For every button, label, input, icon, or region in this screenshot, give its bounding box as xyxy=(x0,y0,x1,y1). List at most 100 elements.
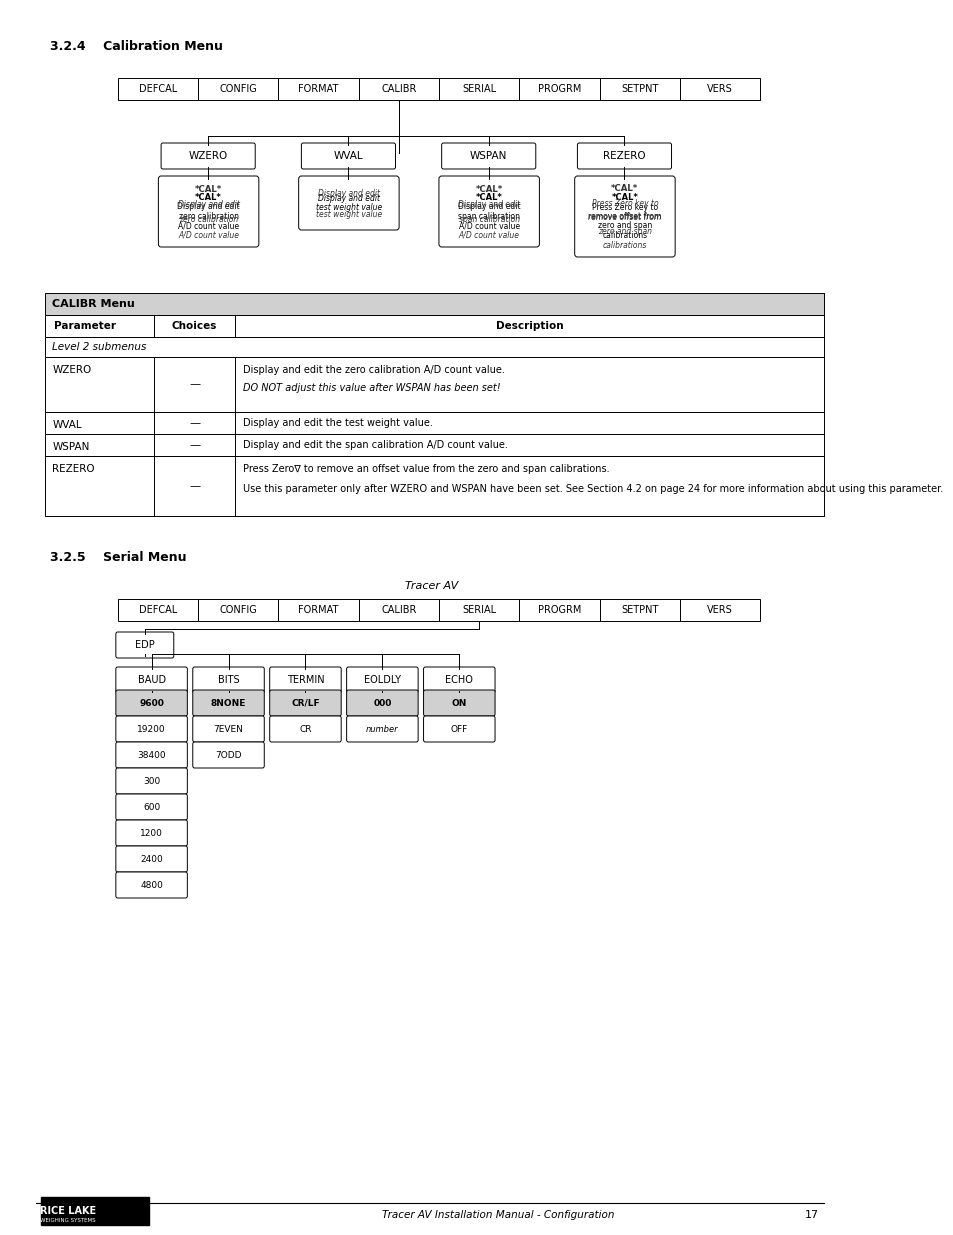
Text: A/D count value: A/D count value xyxy=(178,231,239,240)
Text: Press Zero key to: Press Zero key to xyxy=(591,199,658,207)
Text: BITS: BITS xyxy=(217,676,239,685)
Text: 17: 17 xyxy=(804,1210,819,1220)
FancyBboxPatch shape xyxy=(438,599,518,621)
FancyBboxPatch shape xyxy=(115,716,187,742)
FancyBboxPatch shape xyxy=(438,177,538,247)
Text: REZERO: REZERO xyxy=(602,151,645,161)
Text: Display and edit: Display and edit xyxy=(177,203,239,211)
FancyBboxPatch shape xyxy=(346,716,417,742)
FancyBboxPatch shape xyxy=(301,143,395,169)
Text: WZERO: WZERO xyxy=(52,366,91,375)
Text: Display and edit the zero calibration A/D count value.: Display and edit the zero calibration A/… xyxy=(242,366,504,375)
Text: *CAL*: *CAL* xyxy=(476,193,502,201)
FancyBboxPatch shape xyxy=(278,599,358,621)
Text: EDP: EDP xyxy=(134,640,154,650)
FancyBboxPatch shape xyxy=(115,768,187,794)
Text: WVAL: WVAL xyxy=(52,420,82,430)
FancyBboxPatch shape xyxy=(198,78,278,100)
Text: Display and edit: Display and edit xyxy=(457,203,520,211)
Text: CONFIG: CONFIG xyxy=(219,605,256,615)
FancyBboxPatch shape xyxy=(298,177,398,230)
Bar xyxy=(41,1197,150,1225)
Text: 3.2.4    Calibration Menu: 3.2.4 Calibration Menu xyxy=(50,40,222,53)
Text: —: — xyxy=(189,440,200,450)
Bar xyxy=(45,315,822,337)
Text: 000: 000 xyxy=(373,699,391,708)
Text: Description: Description xyxy=(496,321,562,331)
FancyBboxPatch shape xyxy=(574,177,675,257)
Text: OFF: OFF xyxy=(450,725,467,734)
FancyBboxPatch shape xyxy=(679,78,760,100)
Text: —: — xyxy=(189,480,200,492)
Text: Use this parameter only after WZERO and WSPAN have been set. See Section 4.2 on : Use this parameter only after WZERO and … xyxy=(242,484,942,494)
FancyBboxPatch shape xyxy=(518,599,598,621)
Text: Display and edit: Display and edit xyxy=(457,200,519,209)
FancyBboxPatch shape xyxy=(193,667,264,693)
FancyBboxPatch shape xyxy=(158,177,258,247)
FancyBboxPatch shape xyxy=(423,667,495,693)
Text: 7ODD: 7ODD xyxy=(215,751,241,760)
Text: Display and edit: Display and edit xyxy=(317,189,379,198)
Text: PROGRM: PROGRM xyxy=(537,84,580,94)
Text: 9600: 9600 xyxy=(139,699,164,708)
Text: calibrations: calibrations xyxy=(602,241,646,249)
Bar xyxy=(45,357,822,412)
FancyBboxPatch shape xyxy=(115,872,187,898)
Bar xyxy=(45,293,822,315)
Text: *CAL*: *CAL* xyxy=(475,185,502,194)
Text: VERS: VERS xyxy=(706,605,732,615)
FancyBboxPatch shape xyxy=(115,632,173,658)
FancyBboxPatch shape xyxy=(198,599,278,621)
Text: CALIBR Menu: CALIBR Menu xyxy=(52,299,135,309)
FancyBboxPatch shape xyxy=(270,667,341,693)
Text: CR/LF: CR/LF xyxy=(291,699,319,708)
Text: span calibration: span calibration xyxy=(457,211,519,221)
Text: SERIAL: SERIAL xyxy=(461,605,496,615)
FancyBboxPatch shape xyxy=(115,846,187,872)
Text: remove offset from: remove offset from xyxy=(588,212,661,221)
FancyBboxPatch shape xyxy=(598,78,679,100)
Text: A/D count value: A/D count value xyxy=(458,221,519,230)
Text: 4800: 4800 xyxy=(140,881,163,889)
Text: PROGRM: PROGRM xyxy=(537,605,580,615)
FancyBboxPatch shape xyxy=(115,667,187,693)
Text: ECHO: ECHO xyxy=(445,676,473,685)
Text: VERS: VERS xyxy=(706,84,732,94)
Text: 19200: 19200 xyxy=(137,725,166,734)
Text: *CAL*: *CAL* xyxy=(195,193,222,201)
Text: *CAL*: *CAL* xyxy=(611,184,638,194)
Text: zero and span: zero and span xyxy=(598,221,651,231)
Text: number: number xyxy=(366,725,398,734)
Text: WSPAN: WSPAN xyxy=(52,442,90,452)
Text: WZERO: WZERO xyxy=(189,151,228,161)
Text: REZERO: REZERO xyxy=(52,464,95,474)
Text: SETPNT: SETPNT xyxy=(620,84,658,94)
FancyBboxPatch shape xyxy=(679,599,760,621)
Bar xyxy=(45,412,822,433)
Text: test weight value: test weight value xyxy=(315,204,381,212)
Text: 38400: 38400 xyxy=(137,751,166,760)
FancyBboxPatch shape xyxy=(117,599,198,621)
FancyBboxPatch shape xyxy=(117,78,198,100)
Text: WVAL: WVAL xyxy=(334,151,363,161)
Text: FORMAT: FORMAT xyxy=(298,84,338,94)
FancyBboxPatch shape xyxy=(115,690,187,716)
FancyBboxPatch shape xyxy=(193,742,264,768)
FancyBboxPatch shape xyxy=(270,716,341,742)
FancyBboxPatch shape xyxy=(193,716,264,742)
FancyBboxPatch shape xyxy=(358,78,438,100)
Text: Level 2 submenus: Level 2 submenus xyxy=(52,342,147,352)
FancyBboxPatch shape xyxy=(518,78,598,100)
FancyBboxPatch shape xyxy=(115,794,187,820)
Text: —: — xyxy=(189,417,200,429)
Text: DO NOT adjust this value after WSPAN has been set!: DO NOT adjust this value after WSPAN has… xyxy=(242,383,499,393)
Text: WEIGHING SYSTEMS: WEIGHING SYSTEMS xyxy=(40,1218,95,1223)
Text: SERIAL: SERIAL xyxy=(461,84,496,94)
FancyBboxPatch shape xyxy=(358,599,438,621)
FancyBboxPatch shape xyxy=(193,690,264,716)
Text: zero calibration: zero calibration xyxy=(179,215,238,225)
Bar xyxy=(45,433,822,456)
Text: Display and edit the span calibration A/D count value.: Display and edit the span calibration A/… xyxy=(242,440,507,450)
FancyBboxPatch shape xyxy=(346,667,417,693)
Text: CALIBR: CALIBR xyxy=(380,605,416,615)
